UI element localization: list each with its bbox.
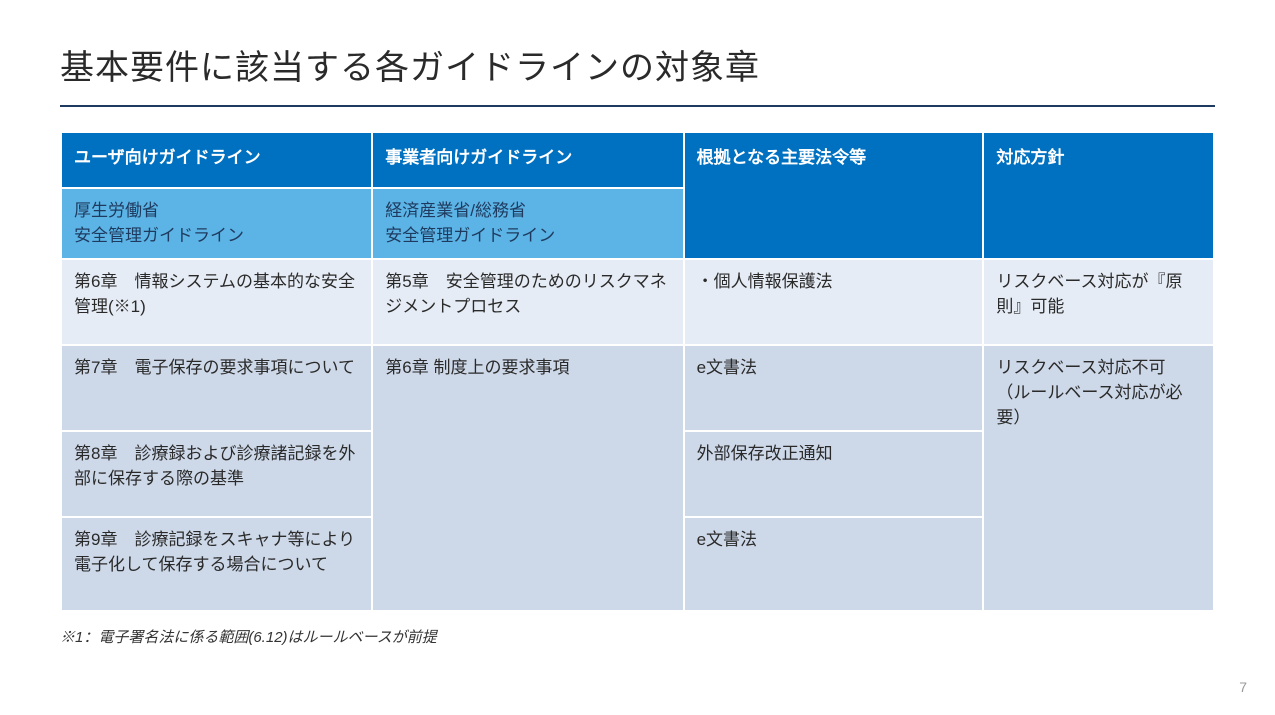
title-underline	[60, 105, 1215, 107]
subheader-col1: 厚生労働省安全管理ガイドライン	[61, 188, 372, 259]
cell-r2c2: 第6章 制度上の要求事項	[372, 345, 683, 611]
cell-r3c1: 第8章 診療録および診療諸記録を外部に保存する際の基準	[61, 431, 372, 517]
cell-r3c3: 外部保存改正通知	[684, 431, 984, 517]
header-col3: 根拠となる主要法令等	[684, 132, 984, 259]
cell-r4c1: 第9章 診療記録をスキャナ等により電子化して保存する場合について	[61, 517, 372, 611]
table-row: 第7章 電子保存の要求事項について 第6章 制度上の要求事項 e文書法 リスクベ…	[61, 345, 1214, 431]
cell-r1c2: 第5章 安全管理のためのリスクマネジメントプロセス	[372, 259, 683, 345]
cell-r1c4: リスクベース対応が『原則』可能	[983, 259, 1214, 345]
cell-r2c1: 第7章 電子保存の要求事項について	[61, 345, 372, 431]
cell-r2c4: リスクベース対応不可（ルールベース対応が必要）	[983, 345, 1214, 611]
footnote: ※1：電子署名法に係る範囲(6.12)はルールベースが前提	[60, 626, 1215, 647]
header-col1: ユーザ向けガイドライン	[61, 132, 372, 188]
header-col2: 事業者向けガイドライン	[372, 132, 683, 188]
table-header-row: ユーザ向けガイドライン 事業者向けガイドライン 根拠となる主要法令等 対応方針	[61, 132, 1214, 188]
header-col4: 対応方針	[983, 132, 1214, 259]
cell-r4c3: e文書法	[684, 517, 984, 611]
table-row: 第6章 情報システムの基本的な安全管理(※1) 第5章 安全管理のためのリスクマ…	[61, 259, 1214, 345]
slide-title: 基本要件に該当する各ガイドラインの対象章	[60, 40, 1215, 89]
subheader-col2: 経済産業省/総務省安全管理ガイドライン	[372, 188, 683, 259]
cell-r1c3: ・個人情報保護法	[684, 259, 984, 345]
cell-r1c1: 第6章 情報システムの基本的な安全管理(※1)	[61, 259, 372, 345]
guideline-table: ユーザ向けガイドライン 事業者向けガイドライン 根拠となる主要法令等 対応方針 …	[60, 131, 1215, 612]
page-number: 7	[1239, 679, 1247, 695]
cell-r2c3: e文書法	[684, 345, 984, 431]
